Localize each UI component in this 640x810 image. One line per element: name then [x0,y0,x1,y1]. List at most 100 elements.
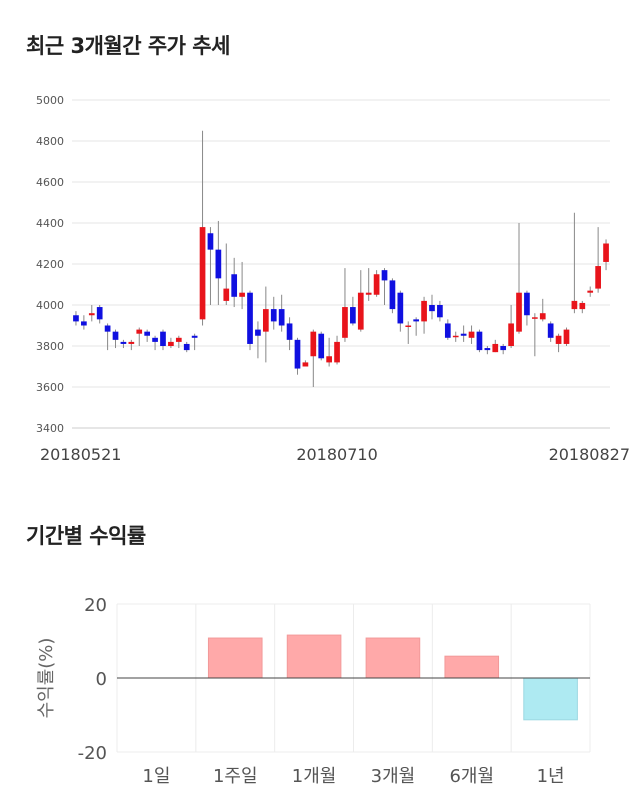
candle-body [136,329,143,334]
candle [452,331,459,342]
candle-body [278,309,285,326]
candle-body [468,331,475,338]
candle [476,329,483,353]
price-trend-title: 최근 3개월간 주가 추세 [26,34,230,58]
candle-body [152,337,158,342]
candle-body [262,309,269,332]
candle [603,239,609,271]
candle [508,305,514,349]
candle-body [231,274,238,297]
candle-body [516,292,522,332]
candle-body [579,302,586,310]
candle-body [397,292,404,324]
candle-body [437,305,443,318]
candle [350,296,356,326]
candle [326,337,332,367]
candle-body [413,319,420,322]
candle [318,331,325,361]
candle-body [81,321,87,326]
candle [152,335,158,351]
candle-body [215,249,222,279]
returns-category-label: 3개월 [371,766,416,787]
candle [270,296,277,330]
candle [579,300,586,314]
candle [468,325,475,344]
candle [239,261,245,310]
returns-category-label: 1주일 [213,766,258,787]
candle-body [460,333,467,336]
candle-body [350,307,356,324]
candle [183,341,190,353]
candle-body [365,292,372,295]
candle-body [531,317,538,319]
candle [429,294,435,320]
candle [381,268,388,305]
candle [215,220,222,305]
candle-body [500,346,507,351]
candle [310,329,317,387]
returns-bar [286,634,342,679]
candle-body [603,243,609,262]
candle-body [571,300,578,310]
candle [342,268,348,342]
candle-body [112,331,119,340]
candle [136,327,143,346]
candle [286,317,293,351]
candle-body [239,292,245,297]
candle [96,305,103,324]
candle [223,243,230,305]
date-tick-label: 20180521 [40,445,121,464]
returns-bar [365,637,421,679]
price-tick-label: 4600 [36,176,64,189]
candle-body [318,333,325,359]
candle-body [539,313,546,320]
candle [587,286,594,297]
candle [389,278,396,314]
candle [334,335,340,365]
candle-body [476,331,483,351]
candle [191,333,198,351]
candle [413,317,420,336]
candle [444,319,451,340]
date-tick-label: 20180827 [549,445,630,464]
candle-body [484,348,491,351]
candle [112,329,119,349]
price-tick-label: 4400 [36,217,64,230]
candle [247,290,253,351]
candle [255,321,261,359]
candle [555,333,562,353]
price-tick-label: 3800 [36,340,64,353]
returns-y-axis-label: 수익률(%) [36,638,57,719]
price-tick-label: 5000 [36,94,64,107]
candle [160,329,166,351]
candle-body [547,323,554,338]
price-tick-label: 4800 [36,135,64,148]
returns-category-label: 1일 [142,766,170,787]
candle [262,286,269,363]
candle-body [88,313,95,316]
candle-body [595,266,601,289]
candle [531,313,538,357]
candle-body [310,331,317,357]
candle [175,335,182,349]
candle-body [405,325,412,327]
candle-body [373,274,380,295]
candle [365,268,372,301]
candle-body [286,323,293,340]
candle-body [175,337,182,342]
candle-body [73,315,79,322]
candle [373,270,380,297]
candle [397,290,404,332]
candle-body [452,335,459,338]
returns-category-label: 1년 [537,766,565,787]
candle [81,315,87,330]
returns-category-label: 1개월 [292,766,337,787]
candle-body [96,307,103,320]
returns-tick-label: -20 [78,743,107,764]
returns-tick-label: 0 [96,669,107,690]
candle-body [357,292,364,330]
candle-body [389,280,396,310]
candle-body [144,331,151,336]
candle [168,337,174,349]
candle [500,343,507,355]
